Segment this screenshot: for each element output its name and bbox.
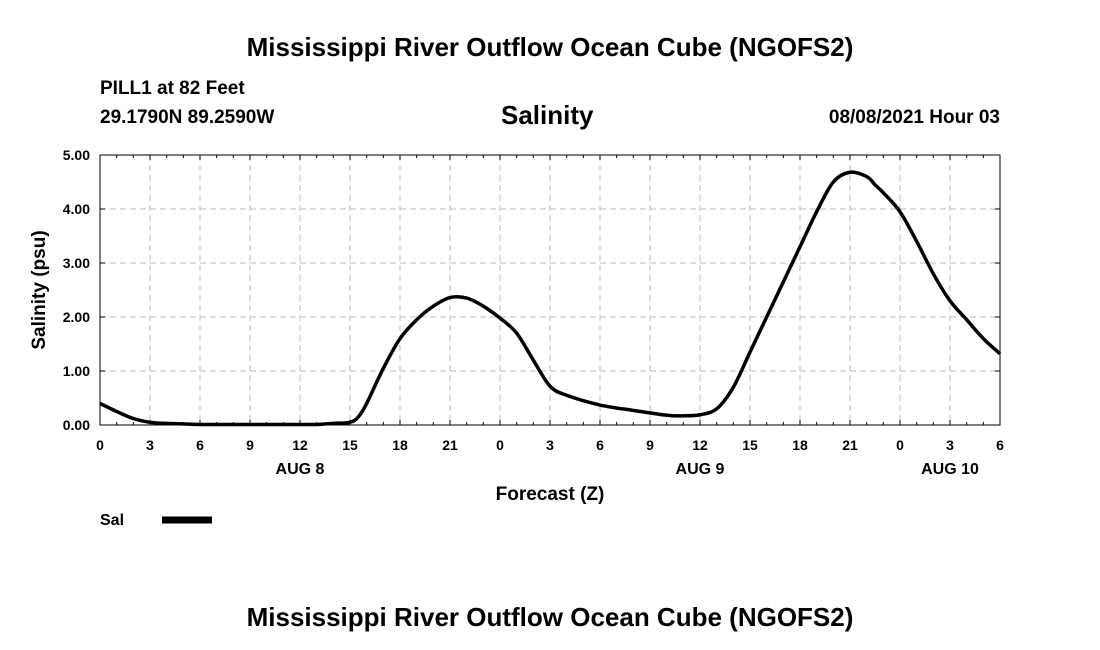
label-layer: 0 3 6 9 12 15 18 21 0 3 6 9 12 15 18 21 0 3 6 0.00 1.00 2.00 3… (29, 147, 1004, 529)
forecast-datetime: 08/08/2021 Hour 03 (828, 107, 1000, 128)
chart-title: Mississippi River Outflow Ocean Cube (NG… (246, 32, 854, 62)
x-axis-label: Forecast (Z) (496, 484, 605, 505)
station-coords: 29.1790N 89.2590W (100, 107, 275, 128)
x-tick-label: 3 (546, 437, 554, 453)
y-tick-label: 4.00 (63, 201, 90, 217)
x-tick-label: 0 (896, 437, 904, 453)
y-tick-label: 2.00 (63, 309, 90, 325)
y-axis-label: Salinity (psu) (29, 230, 50, 349)
series-layer (99, 170, 1002, 427)
x-tick-label: 21 (442, 437, 458, 453)
y-tick-label: 3.00 (63, 255, 90, 271)
station-label: PILL1 at 82 Feet (100, 78, 245, 99)
y-tick-label: 5.00 (63, 147, 90, 163)
x-tick-label: 6 (996, 437, 1004, 453)
x-tick-label: 3 (146, 437, 154, 453)
x-tick-label: 18 (792, 437, 808, 453)
parameter-title: Salinity (501, 100, 594, 130)
x-tick-label: 0 (496, 437, 504, 453)
x-tick-label: 15 (342, 437, 358, 453)
x-tick-label: 9 (246, 437, 254, 453)
axis-layer (99, 154, 1001, 426)
x-tick-label: 12 (692, 437, 708, 453)
grid-layer (100, 155, 1000, 425)
x-tick-label: 3 (946, 437, 954, 453)
x-tick-label: 0 (96, 437, 104, 453)
series-line-sal (99, 170, 1002, 427)
footer-title: Mississippi River Outflow Ocean Cube (NG… (246, 602, 854, 632)
x-tick-label: 6 (596, 437, 604, 453)
day-label: AUG 10 (921, 461, 979, 478)
x-tick-label: 18 (392, 437, 408, 453)
x-tick-label: 6 (196, 437, 204, 453)
x-tick-label: 12 (292, 437, 308, 453)
day-label: AUG 8 (276, 461, 325, 478)
day-label: AUG 9 (676, 461, 725, 478)
x-tick-label: 9 (646, 437, 654, 453)
x-tick-label: 21 (842, 437, 858, 453)
x-tick-label: 15 (742, 437, 758, 453)
y-tick-label: 0.00 (63, 417, 90, 433)
y-tick-label: 1.00 (63, 363, 90, 379)
legend-label: Sal (100, 512, 124, 529)
